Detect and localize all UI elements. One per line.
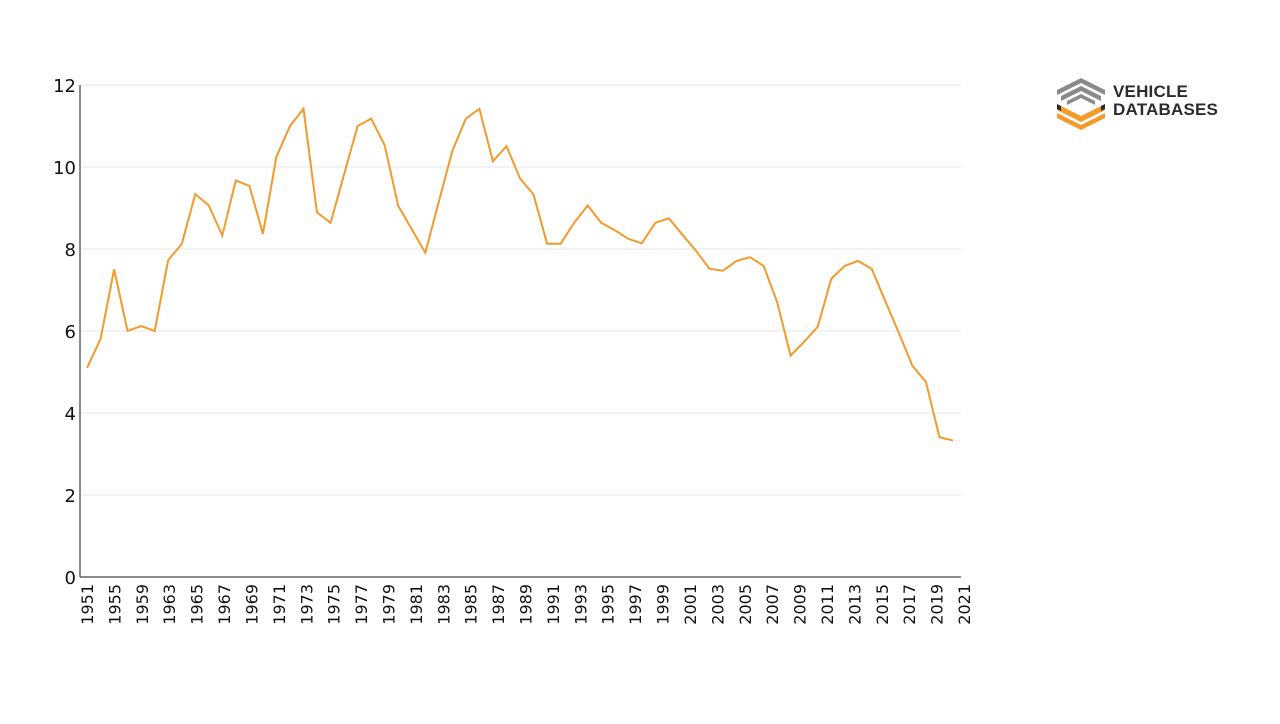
x-tick-label: 1963	[160, 584, 179, 625]
y-axis-ticks: 0 2 4 6 8 10 12	[53, 76, 76, 589]
x-tick-label: 1951	[78, 584, 97, 625]
x-tick-label: 2005	[736, 584, 755, 625]
x-tick-label: 2013	[845, 584, 864, 625]
y-tick-label: 0	[65, 568, 76, 589]
x-tick-label: 1993	[571, 584, 590, 625]
x-tick-label: 1995	[599, 584, 618, 625]
x-tick-label: 1971	[270, 584, 289, 625]
x-tick-label: 1999	[654, 584, 673, 625]
x-tick-label: 2001	[681, 584, 700, 625]
data-series-line	[86, 106, 954, 442]
x-tick-label: 1967	[215, 584, 234, 625]
x-tick-label: 1975	[325, 584, 344, 625]
gridlines	[80, 84, 961, 496]
x-tick-label: 1969	[242, 584, 261, 625]
x-tick-label: 1973	[297, 584, 316, 625]
x-tick-label: 2007	[763, 584, 782, 625]
y-tick-label: 4	[65, 404, 76, 425]
x-tick-label: 1997	[626, 584, 645, 625]
x-tick-label: 2019	[928, 584, 947, 625]
x-tick-label: 2009	[791, 584, 810, 625]
x-tick-label: 1985	[462, 584, 481, 625]
x-tick-label: 1965	[188, 584, 207, 625]
x-tick-label: 1991	[544, 584, 563, 625]
y-tick-label: 12	[53, 76, 76, 97]
x-tick-label: 2011	[818, 584, 837, 625]
x-tick-label: 1977	[352, 584, 371, 625]
x-tick-label: 1989	[517, 584, 536, 625]
x-tick-label: 1979	[379, 584, 398, 625]
stacked-box-logo-icon	[1057, 78, 1105, 130]
y-tick-label: 8	[65, 240, 76, 261]
x-tick-label: 2015	[873, 584, 892, 625]
x-tick-label: 1955	[105, 584, 124, 625]
x-tick-label: 1987	[489, 584, 508, 625]
x-tick-label: 2017	[900, 584, 919, 625]
x-tick-label: 1959	[133, 584, 152, 625]
x-axis-ticks: 1951 1955 1959 1963 1965 1967 1969 1971 1973 1975…	[78, 584, 974, 625]
y-tick-label: 2	[65, 486, 76, 507]
x-tick-label: 1981	[407, 584, 426, 625]
x-tick-label: 2003	[708, 584, 727, 625]
logo-line-1: VEHICLE	[1113, 82, 1189, 101]
x-tick-label: 2021	[955, 584, 974, 625]
y-tick-label: 10	[53, 158, 76, 179]
y-tick-label: 6	[65, 322, 76, 343]
logo-line-2: DATABASES	[1113, 100, 1219, 119]
logo-wordmark: VEHICLE DATABASES	[1113, 83, 1218, 119]
x-tick-label: 1983	[434, 584, 453, 625]
vehicle-databases-logo: VEHICLE DATABASES	[1055, 76, 1235, 134]
